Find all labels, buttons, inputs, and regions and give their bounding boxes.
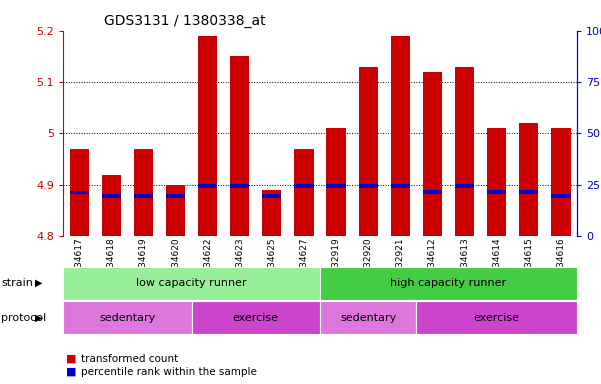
Bar [70,149,89,236]
Bar [320,267,577,300]
Text: sedentary: sedentary [99,313,156,323]
Bar [391,184,410,188]
Bar [166,185,185,236]
Bar [262,190,281,236]
Bar [294,149,314,236]
Bar [63,267,320,300]
Bar [423,190,442,194]
Text: low capacity runner: low capacity runner [136,278,247,288]
Text: transformed count: transformed count [81,354,178,364]
Bar [455,184,474,188]
Text: exercise: exercise [474,313,520,323]
Bar [294,184,314,188]
Text: high capacity runner: high capacity runner [391,278,507,288]
Bar [416,301,577,334]
Bar [487,128,506,236]
Bar [359,184,378,188]
Bar [320,301,416,334]
Text: ▶: ▶ [35,278,42,288]
Bar [134,149,153,236]
Text: ▶: ▶ [35,313,42,323]
Bar [230,56,249,236]
Text: protocol: protocol [1,313,46,323]
Text: ■: ■ [66,354,76,364]
Bar [166,194,185,198]
Bar [70,191,89,194]
Bar [455,67,474,236]
Bar [359,67,378,236]
Bar [134,194,153,198]
Text: strain: strain [1,278,33,288]
Text: exercise: exercise [233,313,279,323]
Bar [519,123,538,236]
Bar [198,184,217,188]
Bar [423,72,442,236]
Bar [551,194,570,198]
Bar [326,184,346,188]
Bar [198,36,217,236]
Bar [551,128,570,236]
Bar [63,301,192,334]
Text: percentile rank within the sample: percentile rank within the sample [81,367,257,377]
Bar [519,190,538,194]
Bar [192,301,320,334]
Bar [487,190,506,194]
Bar [326,128,346,236]
Bar [102,174,121,236]
Text: ■: ■ [66,367,76,377]
Bar [391,36,410,236]
Bar [230,184,249,188]
Text: sedentary: sedentary [340,313,396,323]
Text: GDS3131 / 1380338_at: GDS3131 / 1380338_at [104,14,266,28]
Bar [262,194,281,198]
Bar [102,194,121,198]
